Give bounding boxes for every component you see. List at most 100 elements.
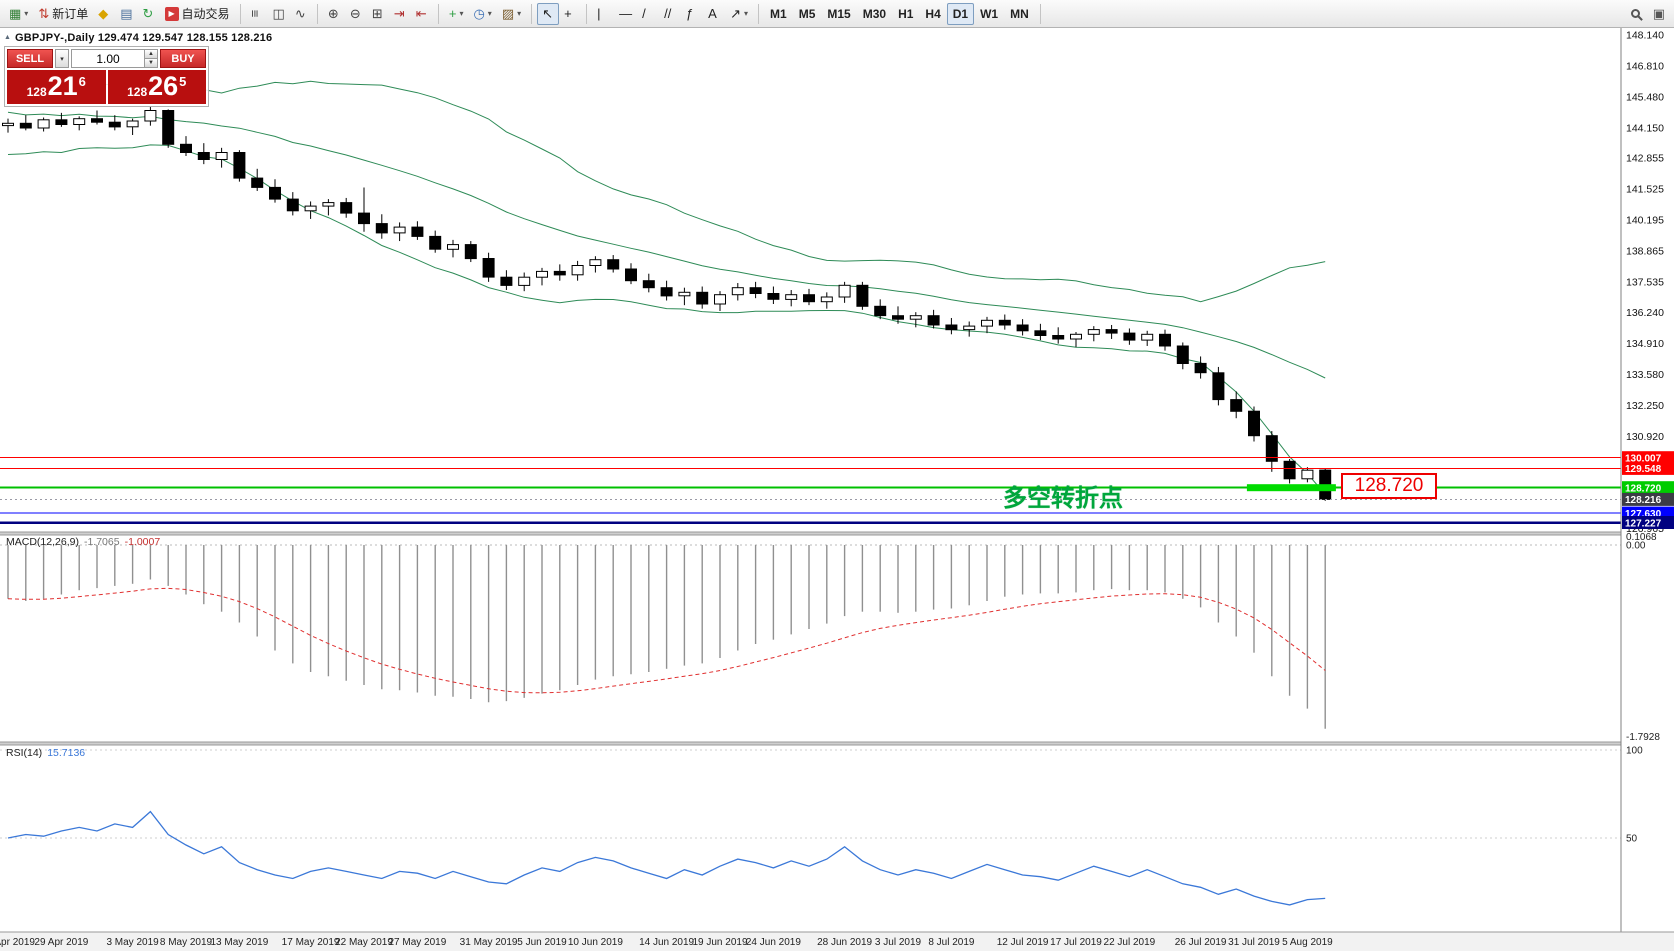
lot-increase-button[interactable]: ▲ (144, 50, 157, 58)
main-toolbar: ▦ ▾ ⇅ 新订单 ◆ ▤ ↻ ▶ 自动交易 ≡ ◫ ∿ ⊕ ⊖ ⊞ ⇥ ⇤ + ▾ ◷ ▾ ▨ ▾ ↖ + | — ///ƒ A ↗ ▾ M… (0, 0, 1674, 28)
turning-point-annotation: 多空转折点 (1003, 485, 1123, 512)
candle-body (838, 284, 851, 298)
candle-body (73, 118, 86, 125)
templates-button[interactable]: ▨ ▾ (497, 3, 526, 25)
zoom-in-button[interactable]: ⊕ (323, 3, 345, 25)
chevron-down-icon: ▾ (459, 9, 464, 18)
autotrading-button[interactable]: ▶ 自动交易 (160, 3, 235, 25)
line-chart-button[interactable]: ∿ (290, 3, 312, 25)
sell-price-display[interactable]: 128 21 6 (7, 70, 106, 104)
cursor-button[interactable]: ↖ (537, 2, 560, 25)
price-axis[interactable]: 148.140 146.810 145.480 144.150 142.855 141.5… (1620, 28, 1674, 932)
text-button[interactable]: A (703, 3, 725, 25)
auto-scroll-button[interactable]: ⇥ (389, 3, 411, 25)
new-chart-button[interactable]: ▦ ▾ (4, 3, 33, 25)
candle-body (1212, 372, 1225, 401)
metaeditor-button[interactable]: ◆ (93, 3, 115, 25)
separator-macd-rsi[interactable] (0, 742, 1674, 745)
rsi-scale-label: 50 (1626, 834, 1638, 845)
vertical-line-button[interactable]: | (592, 3, 614, 25)
refresh-button[interactable]: ↻ (138, 3, 160, 25)
candle-body (91, 118, 103, 123)
periods-button[interactable]: ◷ ▾ (468, 3, 496, 25)
candle-body (553, 270, 566, 276)
print-button[interactable]: ▤ (115, 3, 137, 25)
price-scale-label: 140.195 (1626, 215, 1664, 227)
timeframe-d1-button[interactable]: D1 (946, 2, 975, 25)
timeframe-h4-button[interactable]: H4 (919, 3, 946, 25)
trendline-button[interactable]: / (637, 3, 659, 25)
candle-body (963, 325, 976, 331)
candle-body (1105, 329, 1118, 334)
timeframe-h1-button[interactable]: H1 (892, 3, 919, 25)
price-scale-label: 148.140 (1626, 30, 1664, 42)
toolbar-separator (239, 3, 241, 24)
autotrading-play-icon: ▶ (164, 6, 179, 21)
lot-size-input[interactable] (72, 50, 144, 67)
candle-body (856, 284, 869, 307)
date-label: 17 Jul 2019 (1050, 937, 1102, 948)
candle-body (660, 287, 673, 297)
candle-body (1016, 324, 1029, 332)
bar-chart-button[interactable]: ≡ (246, 3, 268, 25)
horizontal-line-button[interactable]: — (614, 3, 637, 25)
candle-body (1283, 460, 1296, 480)
date-label: 24 Jun 2019 (746, 937, 801, 948)
separator-main-macd[interactable] (0, 532, 1674, 535)
zoom-out-button[interactable]: ⊖ (345, 3, 367, 25)
macd-name: MACD(12,26,9) (6, 536, 79, 548)
candlestick-button[interactable]: ◫ (268, 3, 290, 25)
candle-body (749, 287, 762, 295)
fibonacci-icon: ƒ (686, 6, 694, 21)
crosshair-button[interactable]: + (559, 3, 581, 25)
grid-button[interactable]: ⊞ (367, 3, 389, 25)
price-tag-text: 129.548 (1625, 464, 1662, 475)
toolbar-group-zoom: ⊕ ⊖ ⊞ ⇥ ⇤ (323, 3, 433, 25)
timeframe-mn-button[interactable]: MN (1004, 3, 1035, 25)
candle-body (2, 122, 14, 127)
indicators-button[interactable]: + ▾ (444, 3, 469, 25)
timeframe-m1-button[interactable]: M1 (764, 3, 793, 25)
rsi-indicator-label: RSI(14) 15.7136 (6, 747, 85, 759)
candle-body (803, 294, 815, 303)
timeframe-m5-button[interactable]: M5 (793, 3, 822, 25)
lot-decrease-button[interactable]: ▼ (144, 58, 157, 67)
candle-body (269, 186, 281, 200)
rsi-name: RSI(14) (6, 747, 43, 759)
candle-body (340, 202, 353, 214)
timeframe-w1-button[interactable]: W1 (974, 3, 1004, 25)
buy-price-display[interactable]: 128 26 5 (107, 70, 206, 104)
channel-button[interactable]: // (659, 3, 681, 25)
timeframe-h4-button-label: H4 (925, 6, 941, 21)
panels-button[interactable]: ▣ (1648, 3, 1670, 25)
new-order-icon: ⇅ (38, 6, 50, 21)
date-label: 17 May 2019 (282, 937, 340, 948)
date-label: 13 May 2019 (210, 937, 268, 948)
timeframe-m30-button[interactable]: M30 (857, 3, 892, 25)
timeframe-w1-button-label: W1 (980, 6, 999, 21)
price-scale-label: 134.910 (1626, 338, 1664, 350)
arrows-button[interactable]: ↗ ▾ (725, 3, 753, 25)
candle-body (286, 198, 299, 212)
candle-body (162, 110, 175, 145)
price-tag-128.720 (1622, 481, 1674, 495)
sell-button[interactable]: SELL (7, 49, 53, 68)
autotrading-button-label: 自动交易 (181, 7, 230, 21)
collapse-trade-panel-arrow[interactable]: ▲ (4, 34, 11, 41)
rsi-scale-label: 100 (1626, 746, 1643, 757)
fibonacci-button[interactable]: ƒ (681, 3, 703, 25)
new-order-button[interactable]: ⇅ 新订单 (33, 3, 93, 25)
chart-shift-button[interactable]: ⇤ (411, 3, 433, 25)
candle-body (785, 294, 798, 300)
lot-size-field: ▲ ▼ (71, 49, 158, 68)
price-scale-label: 142.855 (1626, 153, 1664, 165)
order-options-dropdown[interactable]: ▾ (55, 49, 69, 68)
search-button[interactable] (1626, 3, 1648, 25)
toolbar-group-chart-type: ≡ ◫ ∿ (246, 3, 312, 25)
crosshair-icon: + (564, 6, 572, 21)
buy-button[interactable]: BUY (160, 49, 206, 68)
text-icon: A (708, 6, 717, 21)
timeframe-m15-button[interactable]: M15 (821, 3, 856, 25)
turning-point-highlight[interactable] (1246, 484, 1336, 492)
